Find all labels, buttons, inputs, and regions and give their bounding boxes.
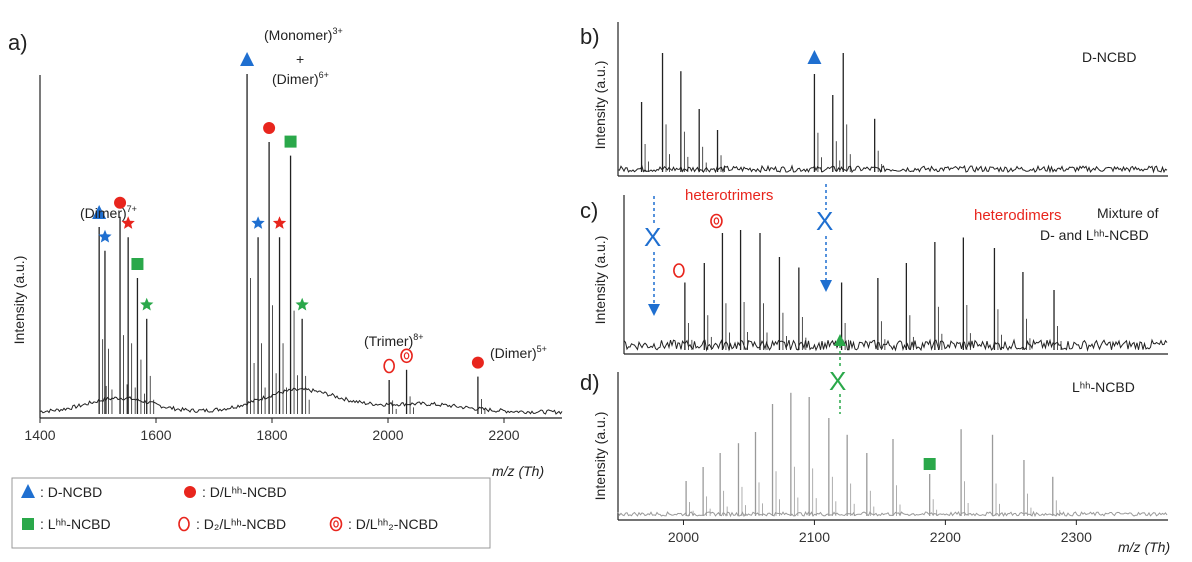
legend-label: : D-NCBD	[40, 484, 102, 500]
legend: : D-NCBD : D/Lʰʰ-NCBD : Lʰʰ-NCBD : D₂/Lʰʰ-N…	[21, 484, 438, 532]
legend-label: : D/Lʰʰ₂-NCBD	[348, 516, 438, 532]
annot-trimer8: (Trimer)8+	[364, 332, 424, 349]
xtick-label: 2200	[488, 427, 519, 443]
panel-d-label: d)	[580, 370, 600, 395]
green-x-marker: X	[829, 334, 846, 414]
peak-marker-star-blue	[251, 216, 265, 229]
panel-b-label: b)	[580, 24, 600, 49]
panel-b-spectrum	[617, 50, 1168, 174]
panel-a-spectrum	[39, 52, 563, 415]
peak-marker-star-blue	[98, 229, 112, 243]
annot-dimer5: (Dimer)5+	[490, 344, 547, 361]
blue-x-marker-right: X	[816, 184, 833, 292]
peak-marker-square-green	[923, 458, 936, 470]
panel-c-label: c)	[580, 198, 598, 223]
legend-marker-triangle-blue	[21, 484, 35, 498]
panel-a-xticks: 1400 1600 1800 2000 2200	[24, 418, 520, 443]
peak-marker-circle-red	[114, 196, 127, 209]
xtick-label: 2200	[930, 529, 961, 545]
panel-c-ylabel: Intensity (a.u.)	[592, 236, 608, 325]
legend-marker-open-circle-dot-red	[329, 516, 343, 532]
panel-d-xticks: 2000 2100 2200 2300	[668, 520, 1092, 545]
xtick-label: 2300	[1061, 529, 1092, 545]
xtick-label: 2000	[668, 529, 699, 545]
panel-a-label: a)	[8, 30, 28, 55]
panel-a-xlabel: m/z (Th)	[492, 463, 544, 479]
peak-marker-circle-red	[263, 122, 276, 134]
annot-dimer7: (Dimer)7+	[80, 204, 137, 221]
svg-text:X: X	[829, 366, 846, 396]
panel-b-title: D-NCBD	[1082, 49, 1136, 65]
xtick-label: 1600	[140, 427, 171, 443]
svg-text:X: X	[644, 222, 661, 252]
baseline-noise	[623, 338, 1168, 352]
panel-c-spectrum	[623, 213, 1168, 352]
annot-heterotrimers: heterotrimers	[685, 187, 773, 204]
panel-d-spectrum	[617, 392, 1168, 518]
panel-b-ylabel: Intensity (a.u.)	[592, 61, 608, 150]
panel-c-title-2: D- and Lʰʰ-NCBD	[1040, 227, 1149, 243]
blue-x-marker-left: X	[644, 196, 661, 316]
xtick-label: 1800	[256, 427, 287, 443]
baseline-noise	[617, 164, 1168, 174]
baseline-noise	[39, 387, 563, 415]
legend-label: : D₂/Lʰʰ-NCBD	[196, 516, 286, 532]
peak-marker-square-green	[284, 135, 297, 148]
panel-a-ylabel: Intensity (a.u.)	[11, 256, 27, 345]
peak-marker-open-circle-dot-red	[710, 213, 723, 229]
peak-marker-triangle-blue	[807, 50, 822, 64]
xtick-label: 2100	[799, 529, 830, 545]
peak-marker-open-circle-red	[383, 358, 395, 374]
xtick-label: 2000	[372, 427, 403, 443]
peak-marker-triangle-blue	[92, 205, 107, 219]
peak-marker-open-circle-red	[673, 263, 685, 278]
legend-marker-circle-red	[184, 486, 196, 498]
peak-marker-star-red	[272, 216, 287, 229]
peak-marker-triangle-blue	[240, 52, 255, 66]
peak-marker-open-circle-dot-red	[400, 348, 413, 364]
legend-marker-square-green	[22, 518, 34, 530]
peak-marker-circle-red	[471, 356, 484, 369]
legend-label: : D/Lʰʰ-NCBD	[202, 484, 287, 500]
legend-marker-open-circle-red	[178, 516, 190, 532]
peak-marker-star-red	[121, 216, 135, 229]
annot-monomer3: (Monomer)3+	[264, 26, 343, 43]
panel-d-ylabel: Intensity (a.u.)	[592, 412, 608, 501]
legend-label: : Lʰʰ-NCBD	[40, 516, 111, 532]
xtick-label: 1400	[24, 427, 55, 443]
legend-box	[11, 477, 491, 549]
svg-text:X: X	[816, 206, 833, 236]
peak-marker-star-green	[295, 297, 309, 311]
panel-d-title: Lʰʰ-NCBD	[1072, 379, 1135, 395]
peak-marker-star-green	[140, 297, 154, 311]
annot-heterodimers: heterodimers	[974, 207, 1062, 224]
annot-plus: +	[296, 51, 304, 67]
peak-marker-square-green	[131, 258, 144, 270]
annot-dimer6: (Dimer)6+	[272, 70, 329, 87]
panel-c-title-1: Mixture of	[1097, 205, 1159, 221]
panel-d-xlabel: m/z (Th)	[1118, 539, 1170, 555]
